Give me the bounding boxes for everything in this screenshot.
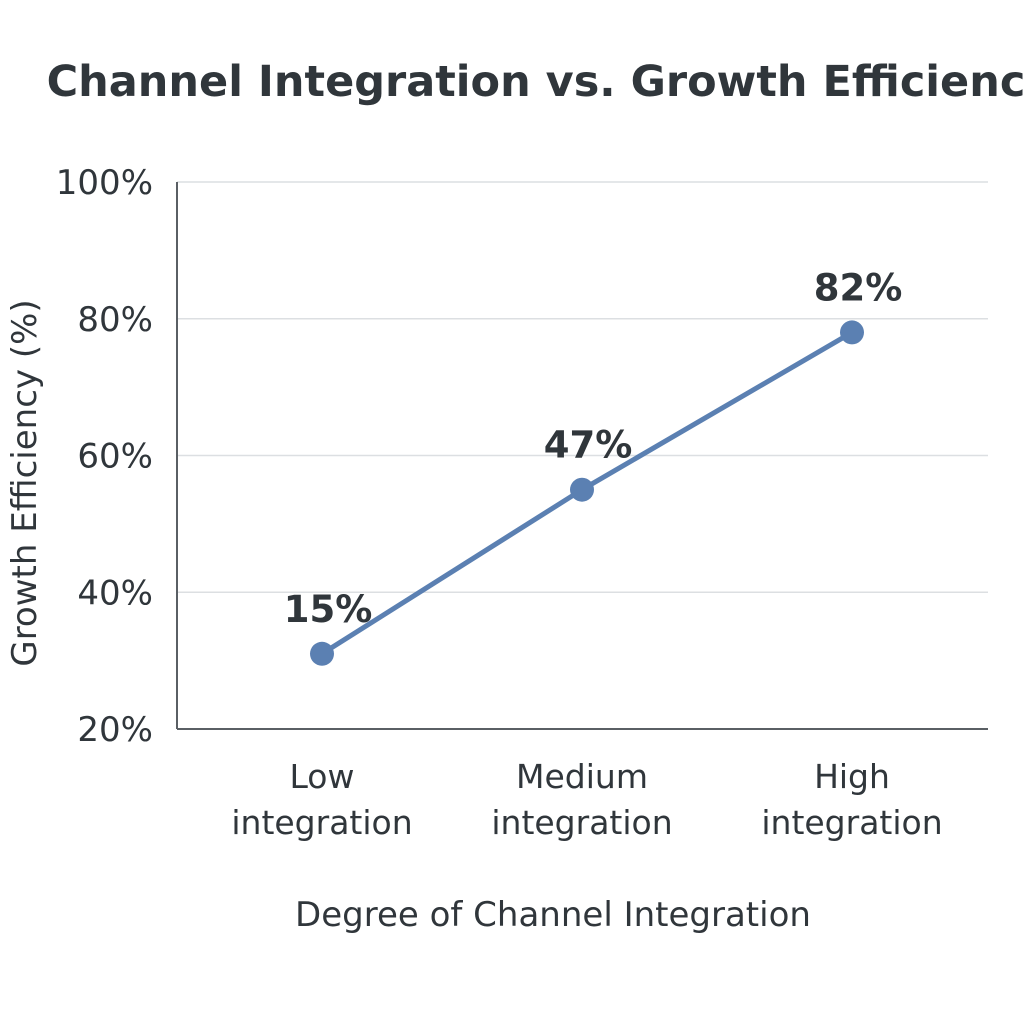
data-label: 47% bbox=[544, 424, 633, 467]
x-tick-label: Low integration bbox=[231, 757, 412, 842]
x-axis-ticks: Low integration Medium integration High integ… bbox=[231, 757, 942, 842]
data-point bbox=[840, 320, 864, 345]
data-label: 15% bbox=[284, 588, 373, 631]
x-tick-label-line: Low bbox=[290, 757, 355, 796]
chart-title: Channel Integration vs. Growth Efficienc… bbox=[47, 57, 1024, 107]
x-tick-label: High integration bbox=[761, 757, 942, 842]
x-tick-label-line: integration bbox=[231, 803, 412, 842]
x-tick-label: Medium integration bbox=[491, 757, 672, 842]
data-point bbox=[570, 477, 594, 502]
data-label: 82% bbox=[814, 266, 903, 309]
series-growth-efficiency: 15% 47% 82% bbox=[284, 266, 903, 666]
x-axis-label: Degree of Channel Integration bbox=[295, 895, 811, 935]
gridlines bbox=[177, 181, 988, 593]
y-axis-label: Growth Efficiency (%) bbox=[5, 299, 45, 666]
y-tick-label: 20% bbox=[77, 710, 153, 750]
y-tick-label: 40% bbox=[77, 573, 153, 613]
x-tick-label-line: High bbox=[814, 757, 890, 796]
x-tick-label-line: integration bbox=[761, 803, 942, 842]
y-tick-label: 100% bbox=[56, 163, 153, 203]
x-tick-label-line: integration bbox=[491, 803, 672, 842]
y-tick-label: 60% bbox=[77, 437, 153, 477]
y-tick-label: 80% bbox=[77, 300, 153, 340]
y-axis-ticks: 100% 80% 60% 40% 20% bbox=[56, 163, 153, 750]
data-point bbox=[310, 641, 334, 666]
x-tick-label-line: Medium bbox=[516, 757, 648, 796]
